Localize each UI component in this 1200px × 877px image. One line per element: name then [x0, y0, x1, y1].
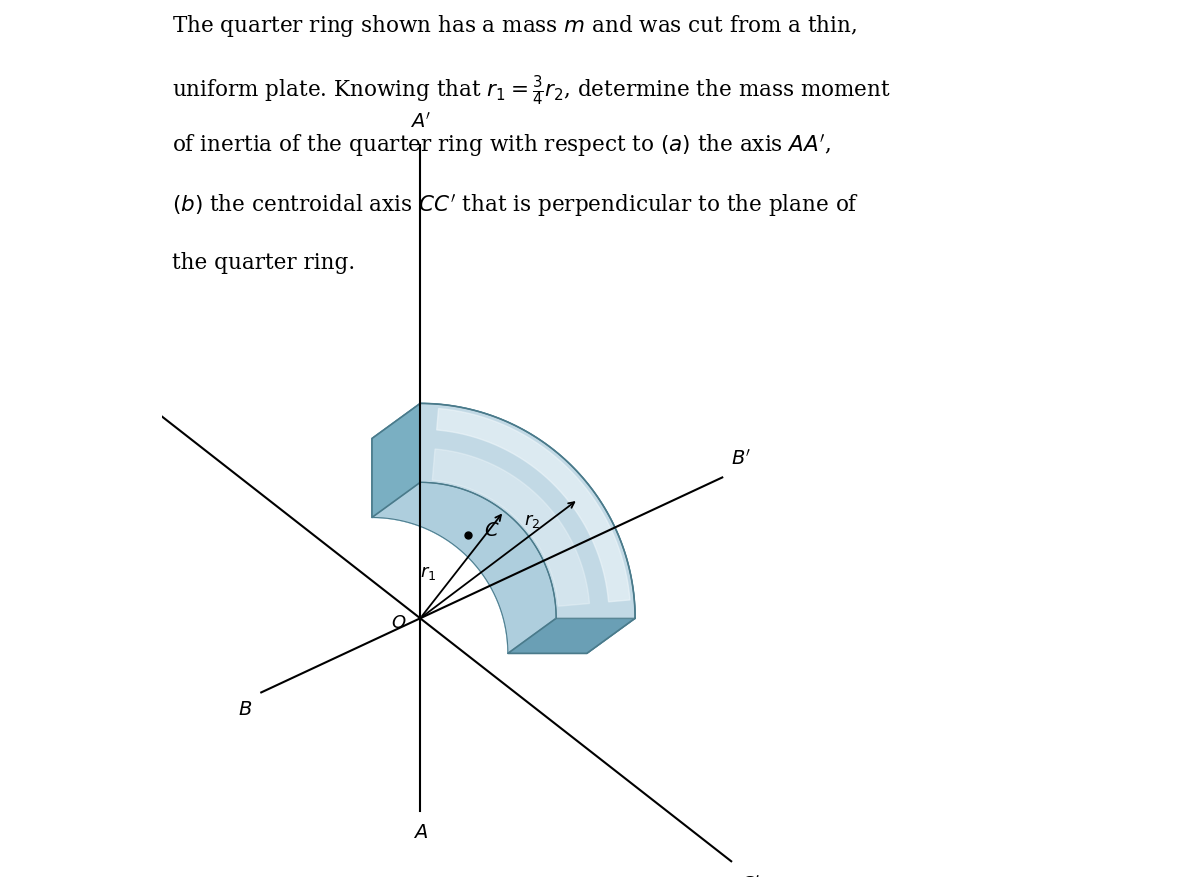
- Text: $r_2$: $r_2$: [524, 512, 540, 530]
- Text: The quarter ring shown has a mass $m$ and was cut from a thin,: The quarter ring shown has a mass $m$ an…: [172, 13, 857, 39]
- Text: $r_1$: $r_1$: [420, 564, 436, 582]
- Polygon shape: [432, 449, 589, 606]
- Text: $B$: $B$: [239, 702, 252, 719]
- Text: $(b)$ the centroidal axis $CC'$ that is perpendicular to the plane of: $(b)$ the centroidal axis $CC'$ that is …: [172, 192, 859, 218]
- Polygon shape: [372, 482, 556, 653]
- Polygon shape: [372, 403, 635, 653]
- Text: the quarter ring.: the quarter ring.: [172, 252, 355, 274]
- Polygon shape: [437, 409, 630, 602]
- Polygon shape: [372, 403, 420, 517]
- Text: $C$: $C$: [485, 522, 499, 539]
- Polygon shape: [372, 438, 587, 653]
- Polygon shape: [508, 618, 635, 653]
- Text: uniform plate. Knowing that $r_1 = \frac{3}{4}r_2$, determine the mass moment: uniform plate. Knowing that $r_1 = \frac…: [172, 73, 890, 108]
- Text: $A'$: $A'$: [409, 111, 431, 132]
- Text: $C'$: $C'$: [740, 874, 761, 877]
- Text: $O$: $O$: [391, 614, 406, 631]
- Text: $B'$: $B'$: [731, 449, 751, 468]
- Polygon shape: [420, 403, 635, 618]
- Text: of inertia of the quarter ring with respect to $(a)$ the axis $AA'$,: of inertia of the quarter ring with resp…: [172, 132, 832, 159]
- Text: $A$: $A$: [413, 824, 427, 843]
